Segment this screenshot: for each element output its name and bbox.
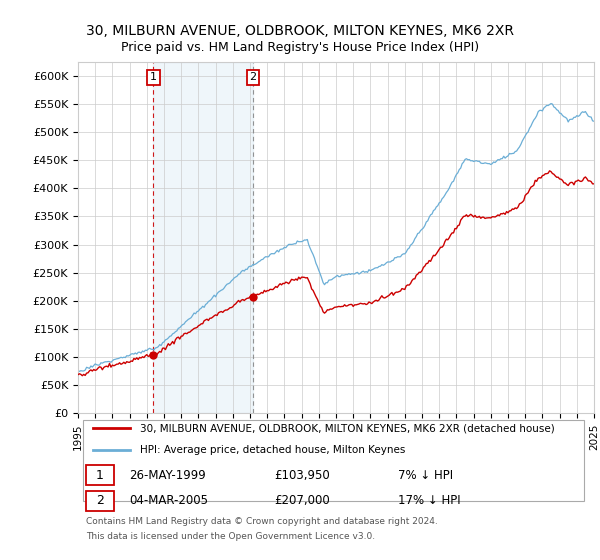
Text: 2: 2 [250, 72, 256, 82]
Text: 2: 2 [96, 494, 104, 507]
Text: 26-MAY-1999: 26-MAY-1999 [130, 469, 206, 482]
Text: 30, MILBURN AVENUE, OLDBROOK, MILTON KEYNES, MK6 2XR (detached house): 30, MILBURN AVENUE, OLDBROOK, MILTON KEY… [140, 423, 554, 433]
Text: 04-MAR-2005: 04-MAR-2005 [130, 494, 209, 507]
Text: Price paid vs. HM Land Registry's House Price Index (HPI): Price paid vs. HM Land Registry's House … [121, 41, 479, 54]
Text: 17% ↓ HPI: 17% ↓ HPI [398, 494, 461, 507]
Bar [154, 62, 253, 413]
Text: Contains HM Land Registry data © Crown copyright and database right 2024.: Contains HM Land Registry data © Crown c… [86, 517, 437, 526]
Text: £207,000: £207,000 [274, 494, 330, 507]
Text: 7% ↓ HPI: 7% ↓ HPI [398, 469, 453, 482]
FancyBboxPatch shape [86, 465, 114, 485]
FancyBboxPatch shape [83, 420, 584, 501]
Text: HPI: Average price, detached house, Milton Keynes: HPI: Average price, detached house, Milt… [140, 445, 405, 455]
Text: £103,950: £103,950 [274, 469, 330, 482]
Text: This data is licensed under the Open Government Licence v3.0.: This data is licensed under the Open Gov… [86, 532, 375, 541]
Text: 30, MILBURN AVENUE, OLDBROOK, MILTON KEYNES, MK6 2XR: 30, MILBURN AVENUE, OLDBROOK, MILTON KEY… [86, 24, 514, 38]
Text: 1: 1 [150, 72, 157, 82]
Text: 1: 1 [96, 469, 104, 482]
FancyBboxPatch shape [86, 491, 114, 511]
